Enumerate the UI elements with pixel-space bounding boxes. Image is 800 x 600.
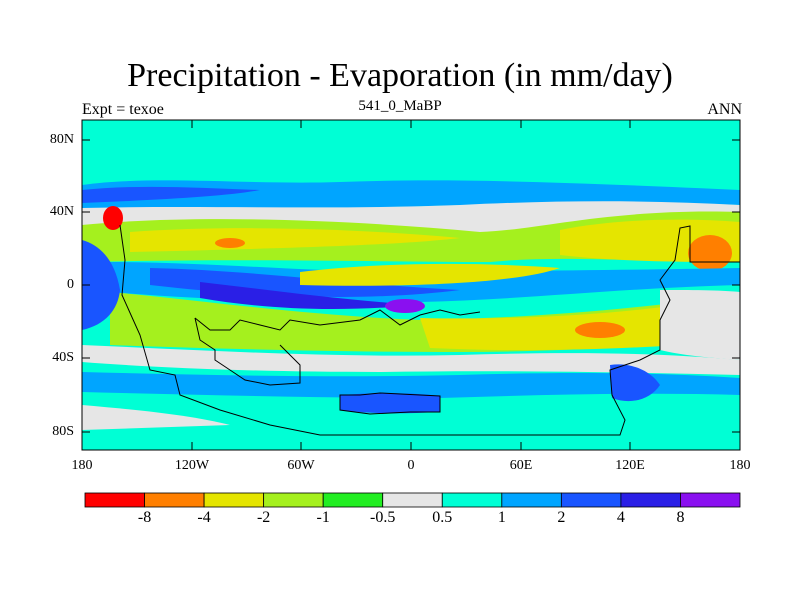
x-tick-label: 120E xyxy=(615,458,645,473)
southwest-neutral xyxy=(82,405,230,430)
south-storm-track xyxy=(82,372,740,398)
colorbar-swatch xyxy=(203,492,265,508)
contour-fill-layer xyxy=(82,120,740,450)
colorbar-tick-label: 8 xyxy=(676,509,685,526)
dry-core-red xyxy=(103,206,123,230)
east-land-neutral xyxy=(660,290,740,360)
colorbar-swatch xyxy=(560,492,622,508)
south-blue-core xyxy=(340,393,440,414)
south-dry-orange xyxy=(575,322,625,338)
south-subtropic-yellow xyxy=(420,305,680,351)
colorbar-swatch xyxy=(84,492,145,508)
y-tick-label: 80N xyxy=(49,132,74,147)
coastline-path-b xyxy=(194,309,481,331)
dry-core-orange-b xyxy=(688,235,732,271)
colorbar-swatch xyxy=(441,492,503,508)
colorbar xyxy=(84,492,741,508)
colorbar-tick-label: -4 xyxy=(197,509,211,526)
colorbar-swatch xyxy=(322,492,384,508)
x-tick-label: 0 xyxy=(407,458,415,473)
itcz-deep-blue xyxy=(200,282,420,310)
midlat-neutral xyxy=(82,201,740,240)
west-wet-patch xyxy=(82,240,120,330)
itcz-purple-core xyxy=(385,299,425,313)
north-wet-core xyxy=(82,186,260,203)
colorbar-tick-label: -2 xyxy=(256,509,271,526)
colorbar-tick-label: 0.5 xyxy=(432,509,453,526)
axis-ticks xyxy=(81,120,741,450)
south-blue-core-east xyxy=(610,364,660,402)
coastline-path-c xyxy=(194,317,301,386)
x-tick-label: 60E xyxy=(509,458,533,473)
x-tick-label: 60W xyxy=(287,458,315,473)
x-tick-label: 120W xyxy=(174,458,210,473)
coastlines xyxy=(119,224,740,436)
colorbar-swatch xyxy=(501,492,562,508)
experiment-label: Expt = texoe xyxy=(82,101,164,118)
colorbar-tick-label: 4 xyxy=(616,509,625,526)
x-tick-label: 180 xyxy=(729,458,751,473)
y-tick-label: 80S xyxy=(52,424,74,439)
x-tick-label: 180 xyxy=(71,458,93,473)
y-tick-label: 0 xyxy=(67,277,74,292)
colorbar-swatch xyxy=(680,492,741,508)
colorbar-tick-label: -8 xyxy=(137,509,152,526)
coastline-path-d xyxy=(339,392,441,415)
colorbar-swatch xyxy=(620,492,681,508)
dry-core-orange-a xyxy=(215,238,245,248)
y-tick-label: 40N xyxy=(49,204,74,219)
colorbar-tick-label: -0.5 xyxy=(370,509,396,526)
colorbar-swatch xyxy=(263,492,324,508)
south-midlat-neutral xyxy=(82,345,740,375)
tropical-yellow-band xyxy=(300,263,560,286)
y-tick-label: 40S xyxy=(52,350,74,365)
season-label: ANN xyxy=(707,101,742,118)
plot-title: Precipitation - Evaporation (in mm/day) xyxy=(127,57,673,94)
time-label: 541_0_MaBP xyxy=(358,98,442,114)
colorbar-tick-label: -1 xyxy=(316,509,330,526)
north-subtropic-yellow xyxy=(130,228,460,252)
colorbar-tick-label: 2 xyxy=(557,509,566,526)
coastline-path-a xyxy=(119,224,740,436)
colorbar-swatch xyxy=(144,492,205,508)
colorbar-tick-label: 1 xyxy=(497,509,506,526)
colorbar-swatch xyxy=(382,492,443,508)
